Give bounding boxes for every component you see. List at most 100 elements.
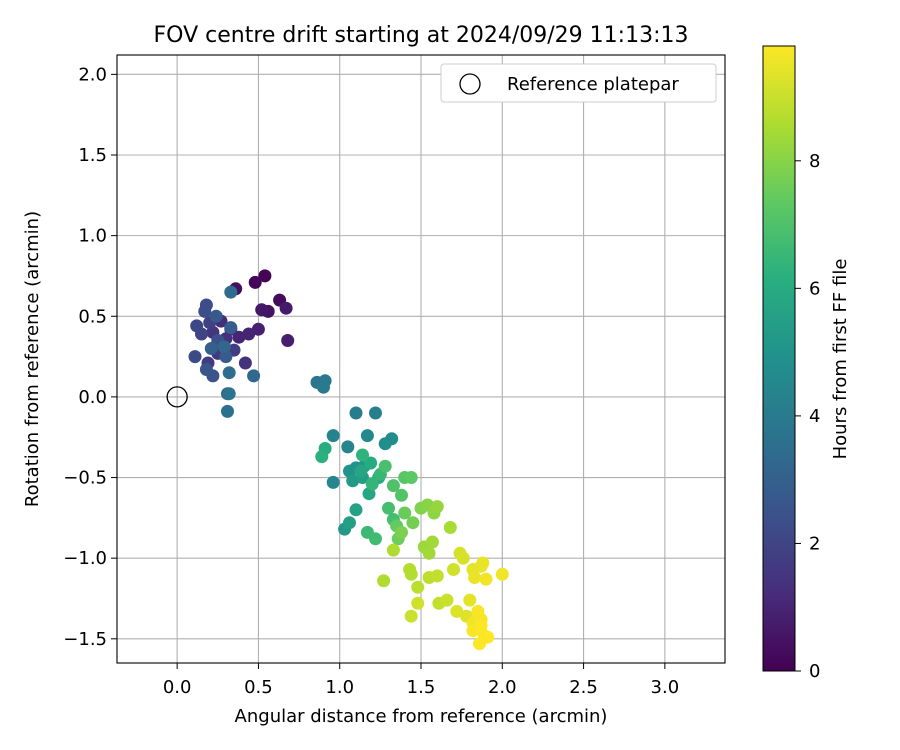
data-point xyxy=(279,301,293,315)
legend: Reference platepar xyxy=(440,63,717,103)
data-point xyxy=(369,406,382,420)
data-point xyxy=(199,298,213,312)
data-point xyxy=(255,303,269,317)
data-point xyxy=(356,448,369,462)
data-point xyxy=(341,440,355,454)
data-point xyxy=(463,593,477,607)
data-point xyxy=(474,619,488,633)
data-point xyxy=(221,404,234,418)
data-point xyxy=(349,503,363,517)
data-point xyxy=(386,479,400,493)
data-point xyxy=(430,569,444,583)
data-point xyxy=(382,501,395,515)
colorbar-gradient xyxy=(762,45,796,672)
colorbar: 0 2 4 6 8 Hours from first FF file xyxy=(762,45,851,682)
data-point xyxy=(219,350,233,364)
data-point xyxy=(447,563,460,576)
data-point xyxy=(354,464,368,478)
colorbar-tick-label: 8 xyxy=(809,151,820,172)
data-point xyxy=(468,571,482,584)
data-point xyxy=(217,340,231,354)
data-point xyxy=(238,356,252,370)
data-point xyxy=(346,474,360,488)
y-tick-label: −0.5 xyxy=(63,468,107,489)
data-point xyxy=(343,516,356,530)
data-point xyxy=(326,475,340,489)
data-point xyxy=(395,488,408,502)
data-point xyxy=(456,551,470,565)
x-tick-label: 0.5 xyxy=(244,677,273,698)
data-point xyxy=(450,604,464,618)
data-point xyxy=(204,342,218,355)
data-point xyxy=(495,567,509,581)
data-point xyxy=(398,506,412,520)
x-ticks: 0.0 0.5 1.0 1.5 2.0 2.5 3.0 xyxy=(163,663,679,698)
data-point xyxy=(360,429,374,443)
data-point xyxy=(232,330,246,344)
x-tick-label: 1.5 xyxy=(407,677,436,698)
y-tick-label: 0.0 xyxy=(78,387,107,408)
data-point xyxy=(422,546,436,560)
data-point xyxy=(258,269,272,283)
colorbar-label: Hours from first FF file xyxy=(830,259,851,460)
colorbar-tick-label: 4 xyxy=(809,406,820,427)
data-point xyxy=(369,532,382,546)
data-point xyxy=(425,535,439,549)
y-tick-label: −1.0 xyxy=(63,548,107,569)
data-point xyxy=(473,637,486,651)
data-point xyxy=(247,369,261,383)
data-point xyxy=(378,459,392,473)
data-point xyxy=(430,500,444,514)
data-point xyxy=(222,387,236,401)
data-point xyxy=(386,543,400,557)
data-point xyxy=(404,471,418,484)
data-point xyxy=(411,596,425,610)
y-tick-label: 2.0 xyxy=(78,64,107,85)
y-ticks: −1.5 −1.0 −0.5 0.0 0.5 1.0 1.5 2.0 xyxy=(63,64,117,650)
data-point xyxy=(209,309,223,323)
data-point xyxy=(188,350,202,364)
y-tick-label: 1.5 xyxy=(78,145,107,166)
data-point xyxy=(479,572,493,586)
data-point xyxy=(281,334,295,347)
data-point xyxy=(395,525,408,539)
data-point xyxy=(476,556,490,570)
data-point xyxy=(364,456,378,470)
data-point xyxy=(199,363,213,376)
y-tick-label: 0.5 xyxy=(78,306,107,327)
data-point xyxy=(377,574,391,588)
x-tick-label: 3.0 xyxy=(651,677,680,698)
colorbar-ticks: 0 2 4 6 8 xyxy=(795,151,820,682)
data-point xyxy=(315,450,329,464)
data-point xyxy=(365,477,379,491)
data-point xyxy=(224,321,238,335)
legend-box xyxy=(440,63,717,103)
data-point xyxy=(440,593,454,607)
data-point xyxy=(242,327,256,341)
data-point xyxy=(222,366,236,380)
legend-entry-reference: Reference platepar xyxy=(507,74,679,95)
x-axis-label: Angular distance from reference (arcmin) xyxy=(235,706,608,727)
reference-marker xyxy=(166,386,188,408)
legend-marker-icon xyxy=(459,73,481,95)
points-layer xyxy=(188,269,509,651)
chart-title: FOV centre drift starting at 2024/09/29 … xyxy=(154,23,689,48)
y-tick-label: 1.0 xyxy=(78,226,107,247)
x-tick-label: 2.5 xyxy=(569,677,598,698)
data-point xyxy=(326,429,340,443)
data-point xyxy=(406,516,420,530)
colorbar-tick-label: 0 xyxy=(809,661,820,682)
x-tick-label: 1.0 xyxy=(325,677,354,698)
y-axis-label: Rotation from reference (arcmin) xyxy=(22,211,43,507)
data-point xyxy=(404,609,418,623)
data-point xyxy=(378,437,392,451)
data-point xyxy=(224,285,238,299)
data-point xyxy=(251,322,265,336)
data-point xyxy=(317,380,330,394)
data-point xyxy=(404,567,418,581)
colorbar-tick-label: 2 xyxy=(809,533,820,554)
data-point xyxy=(411,580,425,594)
data-point xyxy=(349,406,363,420)
x-tick-label: 2.0 xyxy=(488,677,517,698)
